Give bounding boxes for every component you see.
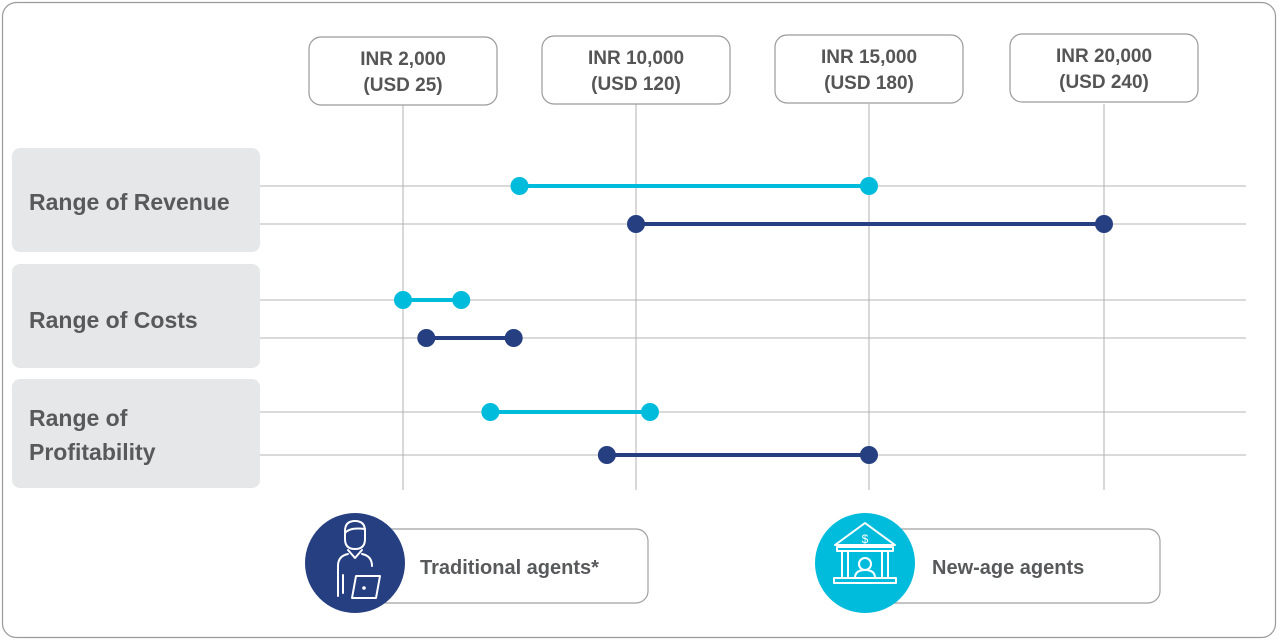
range-end-point-new-age-agents: [860, 177, 878, 195]
tick-label-box: [308, 36, 498, 106]
bank-agent-icon: $: [833, 522, 897, 584]
row-label-costs: Range of Costs: [29, 307, 198, 333]
tick-label-box: [1009, 33, 1199, 103]
tick-label-inr: INR 15,000: [821, 47, 917, 68]
legend-swatch-new-age: [815, 513, 915, 613]
range-end-point-traditional-agents: [860, 446, 878, 464]
person-laptop-icon: [337, 520, 381, 599]
tick-label-box: [541, 35, 731, 105]
range-start-point-new-age-agents: [481, 403, 500, 421]
legend-label-traditional: Traditional agents*: [420, 557, 599, 579]
tick-label-inr: INR 2,000: [360, 49, 446, 70]
row-label-bg-costs: [12, 264, 260, 368]
range-end-point-new-age-agents: [452, 291, 471, 309]
tick-label-usd: (USD 180): [824, 73, 914, 94]
range-start-point-new-age-agents: [394, 291, 412, 309]
range-start-point-traditional-agents: [597, 446, 616, 464]
range-end-point-traditional-agents: [1095, 215, 1113, 233]
row-label-profitability-line1: Range of: [29, 405, 128, 431]
row-label-profitability-line2: Profitability: [29, 439, 156, 465]
range-end-point-new-age-agents: [640, 403, 659, 421]
range-start-point-new-age-agents: [510, 177, 529, 195]
tick-label-usd: (USD 120): [591, 74, 681, 95]
range-start-point-traditional-agents: [417, 329, 436, 347]
range-start-point-traditional-agents: [627, 215, 645, 233]
svg-text:$: $: [862, 532, 869, 546]
row-label-revenue: Range of Revenue: [29, 189, 230, 215]
tick-label-usd: (USD 25): [363, 75, 442, 96]
legend-label-new-age: New-age agents: [932, 557, 1084, 579]
row-label-bg-profitability: [12, 379, 260, 488]
tick-label-inr: INR 10,000: [588, 48, 684, 69]
tick-label-usd: (USD 240): [1059, 72, 1149, 93]
range-end-point-traditional-agents: [504, 329, 523, 347]
tick-label-box: [774, 34, 964, 104]
legend-swatch-traditional: [305, 513, 405, 613]
row-label-bg-revenue: [12, 148, 260, 252]
tick-label-inr: INR 20,000: [1056, 46, 1152, 67]
